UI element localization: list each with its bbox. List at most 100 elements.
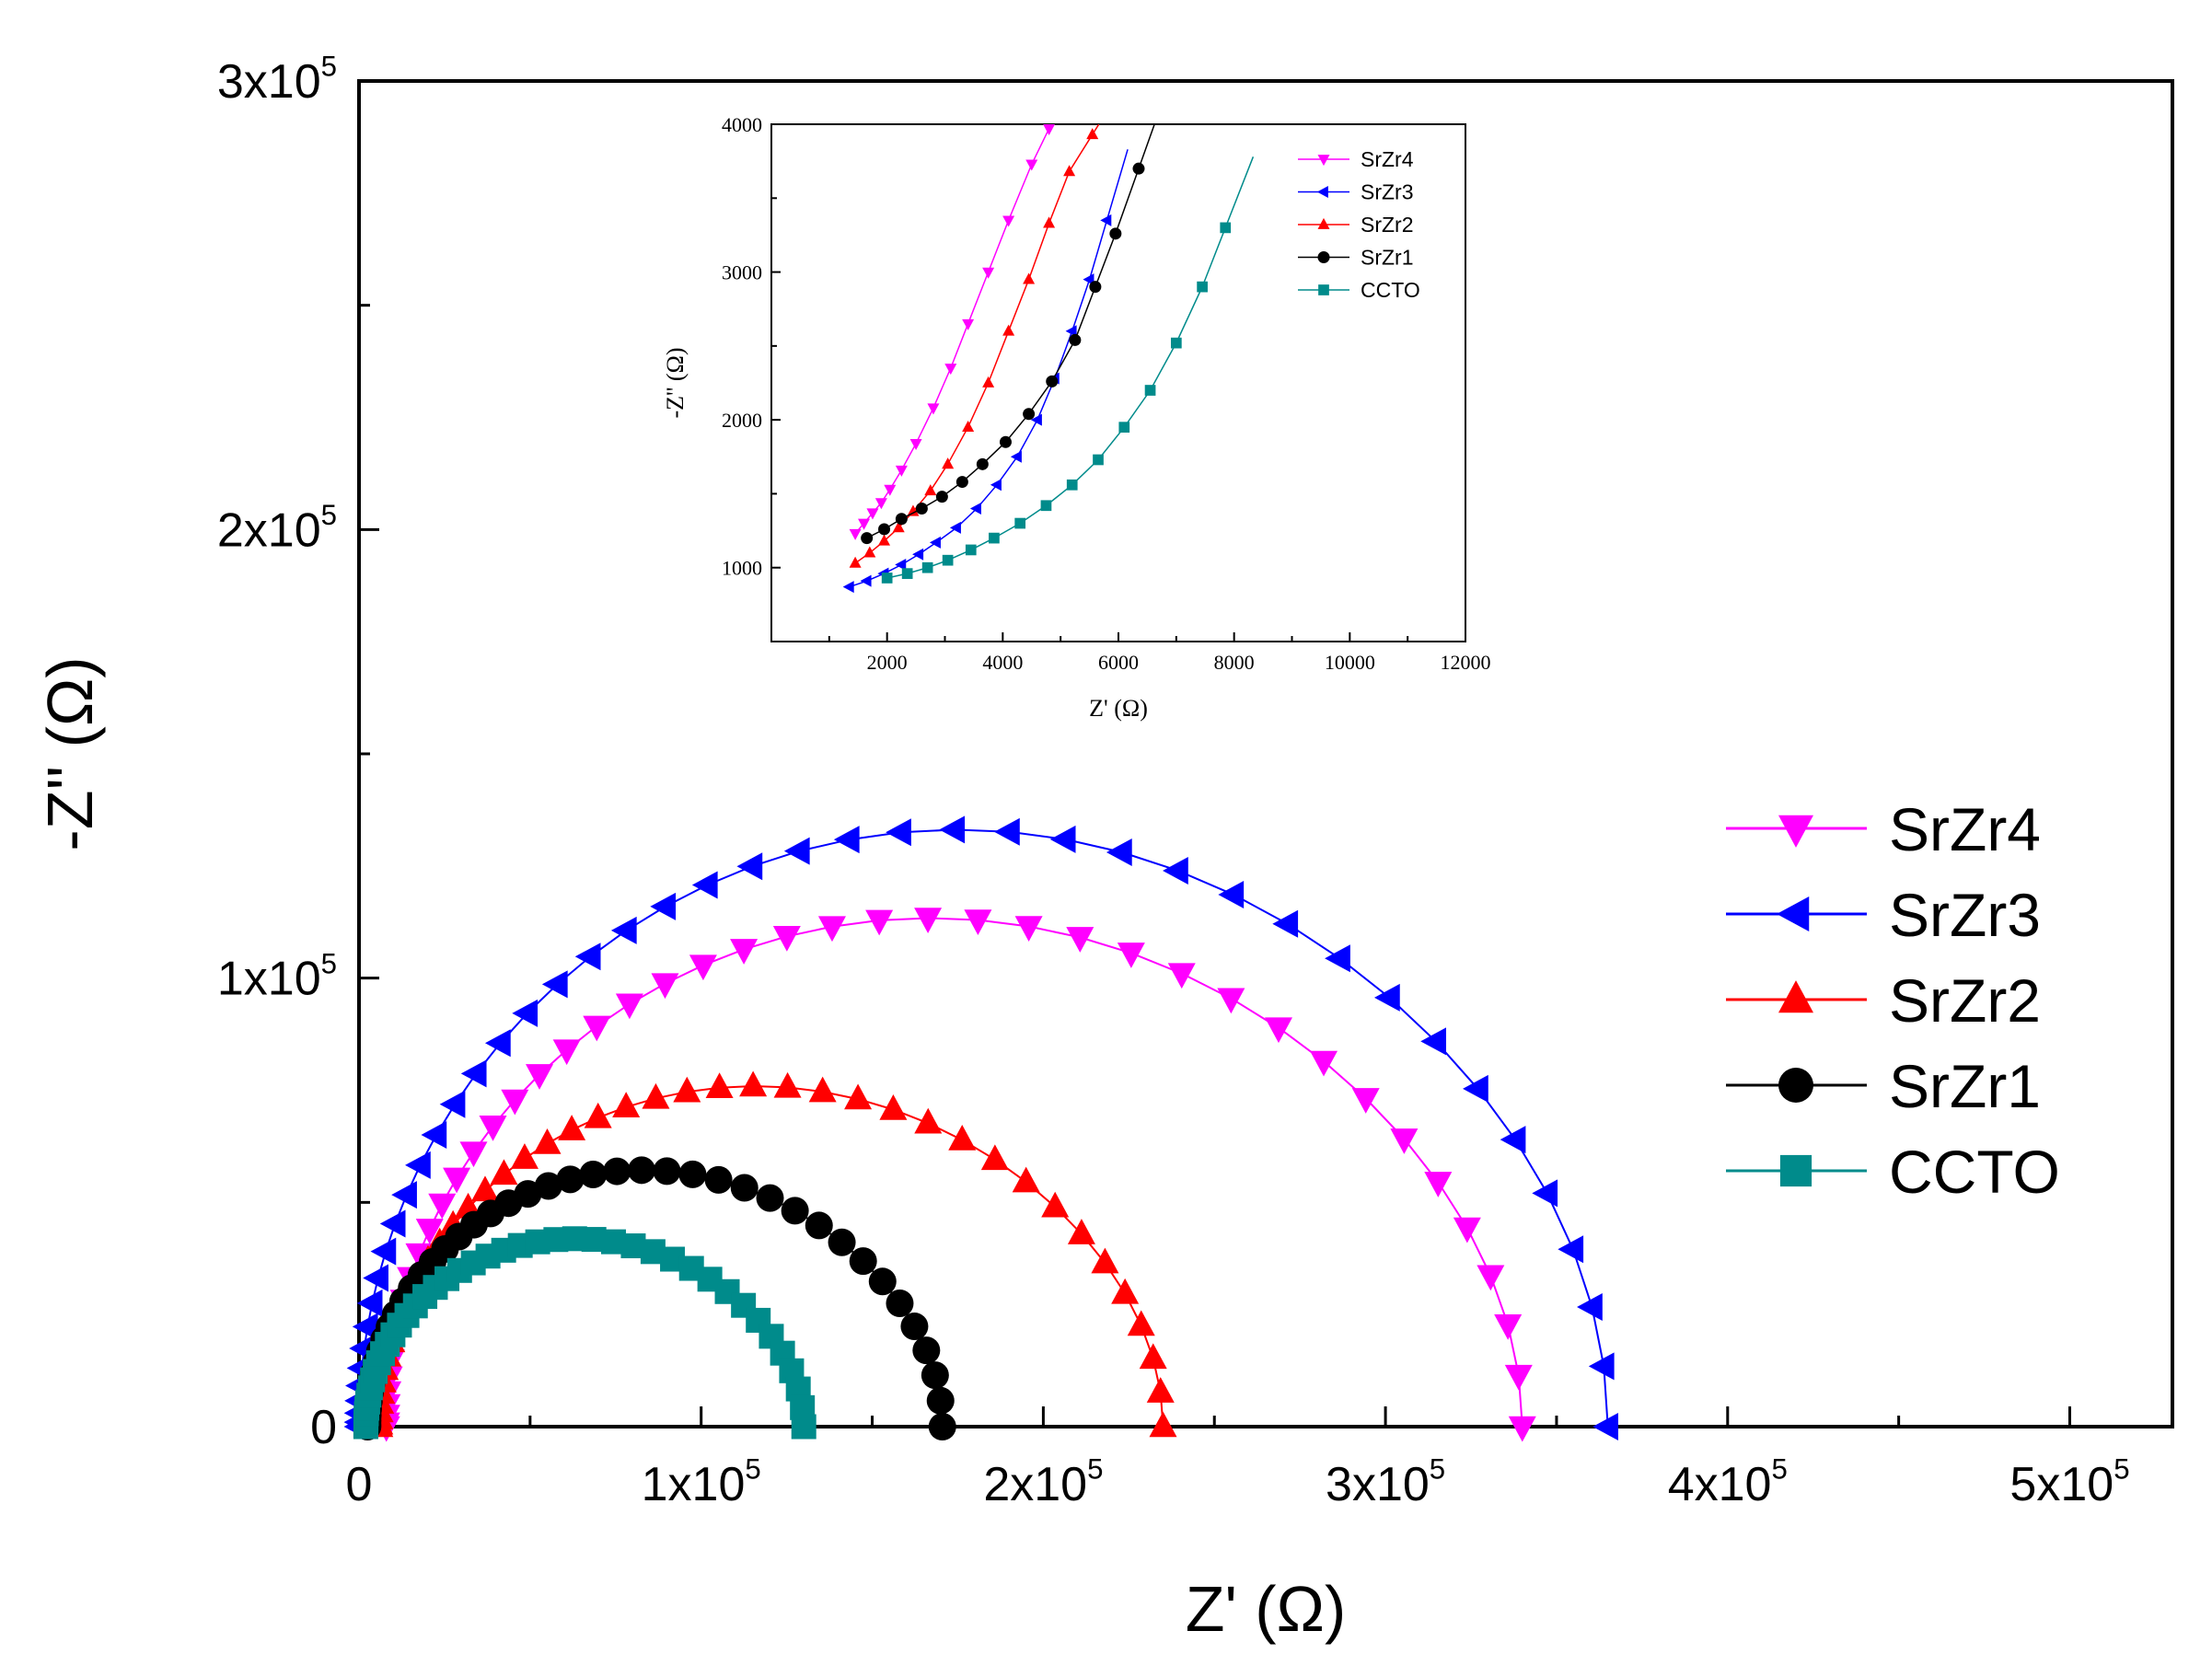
inset-series-srzr2 — [849, 124, 1100, 568]
inset-legend-marker — [1317, 155, 1330, 167]
y-tick-label: 3x105 — [217, 51, 337, 109]
inset-data-point — [1010, 450, 1022, 463]
inset-data-point — [1065, 325, 1077, 338]
data-point — [526, 1064, 554, 1090]
data-point — [405, 1151, 431, 1179]
data-point — [678, 1160, 707, 1188]
data-point — [1374, 983, 1400, 1012]
data-point — [603, 1157, 631, 1186]
inset-data-point — [1043, 124, 1056, 135]
x-tick-label: 0 — [346, 1458, 373, 1511]
data-point — [490, 1159, 518, 1186]
data-point — [1558, 1235, 1584, 1264]
inset-data-point — [842, 581, 854, 594]
inset-legend-marker — [1317, 251, 1330, 263]
data-point — [391, 1181, 417, 1209]
inset-data-point — [878, 523, 891, 536]
data-point — [879, 1093, 908, 1120]
inset-legend-marker — [1318, 284, 1329, 295]
data-point — [791, 1414, 816, 1440]
inset-data-point — [1002, 215, 1015, 227]
y-tick-label: 0 — [310, 1401, 337, 1454]
inset-y-axis-title: -Z'' (Ω) — [662, 347, 689, 418]
data-point — [1272, 909, 1299, 938]
inset-data-point — [849, 528, 862, 540]
data-point — [772, 926, 801, 952]
data-point — [1163, 856, 1188, 885]
x-tick-label: 4x105 — [1668, 1453, 1788, 1511]
data-point — [817, 916, 846, 943]
inset-data-point — [962, 318, 975, 330]
inset-series-srzr1 — [861, 124, 1155, 545]
data-point — [1041, 1191, 1070, 1218]
inset-data-point — [895, 465, 908, 477]
inset-legend-label: SrZr1 — [1361, 246, 1414, 270]
inset-data-point — [1118, 422, 1130, 434]
data-point — [653, 1157, 681, 1186]
data-point — [415, 1219, 444, 1244]
data-point — [1217, 988, 1245, 1014]
inset-data-point — [969, 502, 981, 515]
legend-marker — [1779, 1154, 1812, 1187]
legend-item-ccto: CCTO — [1726, 1138, 2060, 1206]
inset-series-line — [886, 156, 1255, 579]
inset-data-point — [942, 554, 954, 566]
inset-data-point — [915, 502, 928, 515]
data-point — [921, 1361, 949, 1390]
inset-data-point — [1100, 214, 1112, 226]
inset-data-point — [884, 484, 897, 496]
data-point — [1067, 1219, 1095, 1244]
inset-legend-label: SrZr2 — [1361, 213, 1414, 237]
inset-y-tick-label: 2000 — [722, 409, 762, 432]
inset-x-tick-label: 12000 — [1441, 651, 1491, 674]
data-point — [1127, 1310, 1155, 1336]
data-point — [642, 1082, 670, 1109]
legend-marker — [1778, 815, 1813, 848]
inset-data-point — [1069, 333, 1082, 346]
data-point — [443, 1167, 471, 1194]
data-point — [1014, 916, 1043, 942]
data-point — [584, 1102, 612, 1128]
inset-plot: 2000 4000 6000 8000 10000 12000 1000 2000 3000 40… — [662, 113, 1491, 722]
data-point — [773, 1071, 802, 1098]
inset-data-point — [955, 476, 968, 489]
legend-item-srzr1: SrZr1 — [1726, 1052, 2041, 1120]
data-point — [1106, 838, 1132, 866]
data-point — [886, 1290, 914, 1318]
data-point — [363, 1264, 389, 1292]
data-point — [739, 1070, 768, 1097]
inset-data-point — [1046, 375, 1059, 387]
inset-data-point — [1109, 227, 1122, 240]
inset-x-tick-label: 4000 — [982, 651, 1023, 674]
inset-data-point — [895, 559, 907, 572]
data-point — [534, 1172, 562, 1200]
main-plot: 0 1x105 2x105 3x105 4x105 5x105 0 1x105 2x105 3x1… — [34, 51, 2174, 1645]
inset-data-point — [909, 438, 922, 450]
data-point — [541, 970, 568, 999]
inset-legend-marker — [1317, 217, 1330, 229]
data-point — [1592, 1413, 1618, 1440]
data-point — [808, 1076, 837, 1103]
legend-item-srzr3: SrZr3 — [1726, 881, 2041, 949]
data-point — [352, 1313, 378, 1341]
legend-label: SrZr2 — [1889, 966, 2041, 1035]
x-tick-label: 5x105 — [2009, 1453, 2129, 1511]
inset-frame — [770, 123, 1466, 642]
data-point — [914, 1107, 943, 1134]
inset-data-point — [874, 498, 887, 510]
inset-data-point — [989, 532, 1000, 544]
inset-data-point — [982, 267, 995, 279]
data-point — [1012, 1166, 1040, 1193]
inset-data-point — [1089, 281, 1102, 294]
legend-label: SrZr1 — [1889, 1052, 2041, 1120]
data-point — [730, 1174, 759, 1202]
data-point — [756, 1184, 784, 1212]
data-point — [1111, 1278, 1140, 1304]
legend-item-srzr2: SrZr2 — [1726, 966, 2041, 1035]
data-point — [833, 826, 860, 854]
inset-data-point — [860, 574, 872, 587]
inset-legend-item-srzr3: SrZr3 — [1298, 180, 1414, 204]
inset-series-ccto — [881, 156, 1255, 584]
data-point — [552, 1039, 581, 1066]
